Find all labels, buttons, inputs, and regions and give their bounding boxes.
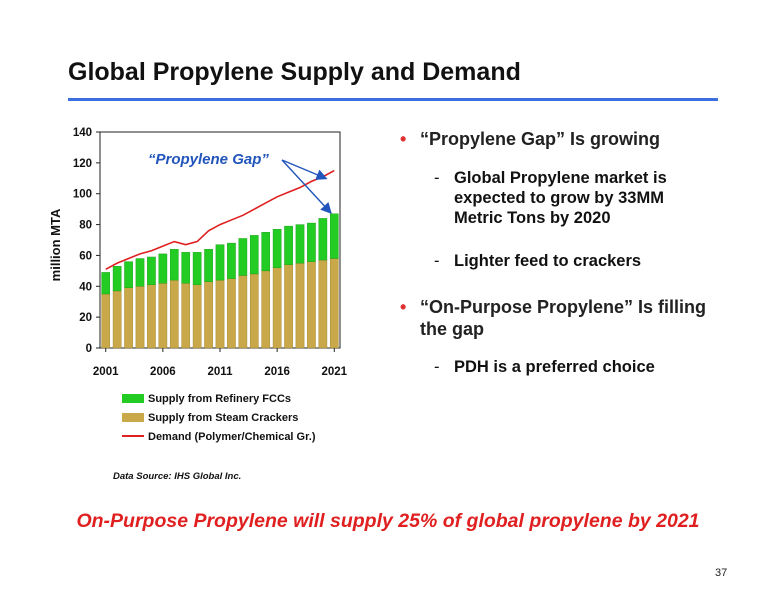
gap-arrow-lower: [281, 159, 332, 215]
bar-steam-crackers-2018: [295, 262, 305, 349]
bar-refinery-fccs-2012: [227, 242, 236, 279]
bar-refinery-fccs-2014: [249, 235, 259, 275]
sub-bullet-1-1-text: Global Propylene market is expected to g…: [454, 169, 667, 227]
bar-refinery-fccs-2008: [181, 252, 191, 284]
x-tick-label: 2016: [264, 366, 290, 378]
bar-refinery-fccs-2011: [215, 244, 225, 281]
sub-bullet-1-2-text: Lighter feed to crackers: [454, 252, 642, 270]
bar-steam-crackers-2020: [318, 259, 328, 349]
bar-steam-crackers-2021: [329, 258, 339, 349]
bar-steam-crackers-2015: [261, 270, 271, 349]
bar-refinery-fccs-2005: [147, 256, 156, 285]
bar-steam-crackers-2017: [284, 264, 293, 349]
bar-steam-crackers-2016: [272, 267, 282, 349]
bar-steam-crackers-2012: [227, 278, 236, 349]
bar-steam-crackers-2001: [101, 293, 111, 349]
y-tick-label: 120: [73, 158, 92, 170]
bar-refinery-fccs-2009: [192, 252, 202, 285]
bar-steam-crackers-2013: [238, 275, 248, 349]
data-source-note: Data Source: IHS Global Inc.: [113, 471, 242, 482]
legend-swatch-fccs: [122, 394, 144, 403]
bullet-dot: •: [400, 129, 407, 149]
bar-steam-crackers-2003: [124, 287, 133, 349]
legend-label-demand: Demand (Polymer/Chemical Gr.): [148, 431, 316, 443]
y-axis-label: million MTA: [48, 208, 63, 281]
bar-steam-crackers-2010: [204, 281, 213, 349]
bar-refinery-fccs-2002: [112, 266, 122, 292]
bullet-dot: •: [400, 297, 407, 317]
bar-steam-crackers-2006: [158, 283, 168, 349]
legend-label-steam-crackers: Supply from Steam Crackers: [148, 412, 298, 424]
footer-statement: On-Purpose Propylene will supply 25% of …: [76, 510, 700, 532]
bar-refinery-fccs-2003: [124, 261, 133, 289]
bar-refinery-fccs-2004: [135, 258, 145, 287]
bar-steam-crackers-2019: [307, 261, 316, 349]
x-tick-label: 2011: [208, 366, 234, 378]
bar-steam-crackers-2002: [112, 290, 122, 349]
bar-refinery-fccs-2021: [329, 213, 339, 259]
bar-refinery-fccs-2020: [318, 218, 328, 261]
y-tick-label: 0: [86, 343, 92, 355]
slide-title: Global Propylene Supply and Demand: [68, 58, 521, 86]
y-tick-label: 20: [79, 312, 92, 324]
sub-bullet-2-1-text: PDH is a preferred choice: [454, 358, 655, 376]
y-tick-label: 100: [73, 189, 92, 201]
bar-steam-crackers-2008: [181, 283, 191, 349]
x-tick-label: 2001: [93, 366, 119, 378]
bullet-1-text: “Propylene Gap” Is growing: [420, 129, 661, 149]
title-underline: [68, 98, 718, 101]
bar-refinery-fccs-2007: [169, 249, 179, 281]
x-tick-label: 2006: [150, 366, 176, 378]
page-number: 37: [715, 567, 728, 579]
demand-line: [105, 169, 335, 271]
bar-steam-crackers-2005: [147, 284, 156, 349]
bar-refinery-fccs-2016: [272, 228, 282, 268]
bar-refinery-fccs-2018: [295, 224, 305, 264]
propylene-gap-annotation: “Propylene Gap”: [148, 151, 269, 168]
bar-steam-crackers-2011: [215, 279, 225, 349]
y-tick-label: 80: [79, 220, 92, 232]
bar-refinery-fccs-2015: [261, 232, 271, 272]
x-tick-label: 2021: [321, 366, 347, 378]
bar-steam-crackers-2007: [169, 279, 179, 349]
y-tick-label: 40: [79, 281, 92, 293]
legend-label-fccs: Supply from Refinery FCCs: [148, 393, 291, 405]
bar-steam-crackers-2004: [135, 286, 145, 349]
bar-steam-crackers-2014: [249, 273, 259, 349]
bar-refinery-fccs-2017: [284, 225, 293, 265]
y-tick-label: 60: [79, 250, 92, 262]
bar-refinery-fccs-2001: [101, 272, 111, 295]
bar-steam-crackers-2009: [192, 284, 202, 349]
bar-refinery-fccs-2006: [158, 253, 168, 284]
gap-arrow-upper: [281, 159, 328, 180]
bar-refinery-fccs-2013: [238, 238, 248, 276]
y-tick-label: 140: [73, 127, 92, 139]
legend-swatch-steam-crackers: [122, 413, 144, 422]
bullet-2-text: “On-Purpose Propylene” Is filling the ga…: [420, 297, 707, 339]
bar-refinery-fccs-2010: [204, 249, 213, 282]
bar-refinery-fccs-2019: [307, 222, 316, 262]
